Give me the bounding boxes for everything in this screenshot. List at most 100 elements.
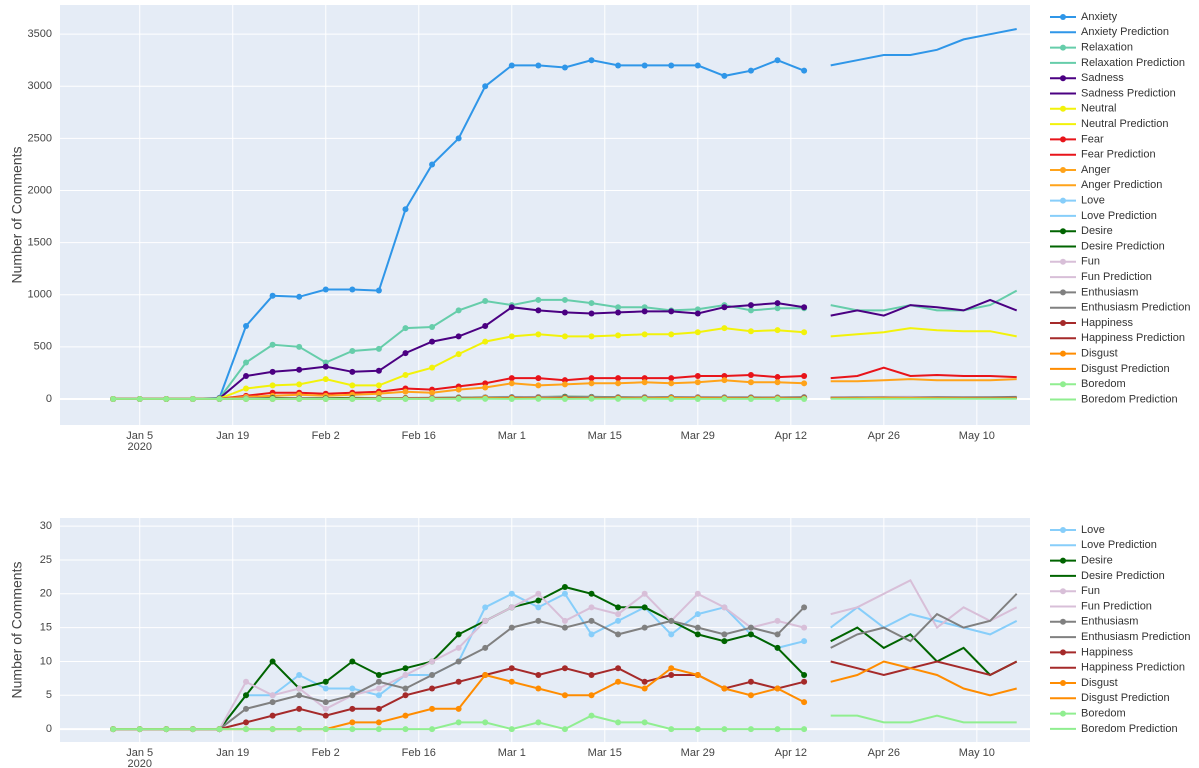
x-tick-label: Mar 29	[681, 430, 715, 442]
point	[508, 380, 515, 387]
x-tick-label: Apr 12	[775, 430, 807, 442]
x-tick-label: Feb 2	[312, 430, 340, 442]
point	[747, 631, 754, 638]
point	[296, 726, 303, 733]
point	[668, 672, 675, 679]
point	[402, 350, 409, 357]
point	[508, 665, 515, 672]
legend-marker	[1060, 258, 1066, 265]
x-tick-label: Apr 26	[868, 747, 900, 759]
point	[721, 377, 728, 384]
point	[455, 631, 462, 638]
point	[429, 389, 436, 396]
point	[535, 597, 542, 604]
legend-marker	[1060, 136, 1066, 143]
point	[561, 692, 568, 699]
point	[668, 631, 675, 638]
point	[349, 705, 356, 712]
legend-label: Sadness	[1081, 72, 1124, 84]
point	[243, 692, 250, 699]
point	[429, 672, 436, 679]
point	[535, 685, 542, 692]
point	[694, 310, 701, 317]
y-tick-label: 1500	[28, 237, 52, 249]
legend-label: Fear	[1081, 133, 1104, 145]
point	[774, 374, 781, 381]
legend-item: Disgust Prediction	[1050, 692, 1170, 704]
x-tick-label: Jan 19	[216, 747, 249, 759]
point	[801, 638, 808, 645]
point	[615, 617, 622, 624]
point	[322, 363, 329, 370]
point	[615, 611, 622, 618]
x-tick-label: Feb 16	[402, 430, 436, 442]
point	[349, 719, 356, 726]
point	[375, 382, 382, 389]
point	[721, 373, 728, 380]
point	[375, 685, 382, 692]
point	[482, 384, 489, 391]
legend-item: Fun Prediction	[1050, 271, 1152, 283]
point	[561, 584, 568, 591]
point	[801, 304, 808, 311]
legend-marker	[1060, 75, 1066, 82]
point	[721, 685, 728, 692]
point	[375, 390, 382, 397]
point	[508, 726, 515, 733]
point	[455, 351, 462, 358]
point	[615, 665, 622, 672]
point	[243, 719, 250, 726]
point	[588, 617, 595, 624]
point	[375, 345, 382, 352]
point	[243, 726, 250, 733]
point	[801, 329, 808, 336]
point	[429, 364, 436, 371]
point	[561, 377, 568, 384]
point	[747, 726, 754, 733]
point	[482, 338, 489, 345]
point	[588, 375, 595, 382]
point	[588, 672, 595, 679]
point	[296, 366, 303, 373]
point	[668, 375, 675, 382]
point	[588, 310, 595, 317]
legend-label: Anxiety Prediction	[1081, 26, 1169, 38]
point	[322, 685, 329, 692]
point	[482, 617, 489, 624]
point	[721, 604, 728, 611]
legend-label: Fun	[1081, 585, 1100, 597]
series-line	[830, 660, 1017, 697]
legend-label: Boredom Prediction	[1081, 723, 1178, 735]
point	[322, 286, 329, 293]
point	[535, 604, 542, 611]
legend-label: Happiness	[1081, 317, 1133, 329]
y-tick-label: 1000	[28, 289, 52, 301]
x-tick-label: Feb 16	[402, 747, 436, 759]
point	[349, 692, 356, 699]
point	[508, 590, 515, 597]
point	[721, 325, 728, 332]
point	[801, 395, 808, 402]
point	[747, 395, 754, 402]
point	[455, 644, 462, 651]
y-axis-title: Number of Comments	[9, 147, 25, 284]
y-tick-label: 20	[40, 588, 52, 600]
point	[402, 692, 409, 699]
x-year-label: 2020	[127, 441, 151, 453]
legend-item: Enthusiasm	[1050, 616, 1138, 628]
point	[482, 322, 489, 329]
legend-label: Disgust Prediction	[1081, 363, 1170, 375]
legend-item: Anger Prediction	[1050, 179, 1162, 191]
legend-label: Fun Prediction	[1081, 271, 1152, 283]
point	[482, 672, 489, 679]
point	[375, 367, 382, 374]
point	[747, 307, 754, 314]
legend-item: Love Prediction	[1050, 539, 1157, 551]
point	[189, 395, 196, 402]
plot-series	[110, 578, 1018, 733]
legend-label: Fear Prediction	[1081, 149, 1156, 161]
point	[801, 624, 808, 631]
legend-label: Disgust Prediction	[1081, 692, 1170, 704]
